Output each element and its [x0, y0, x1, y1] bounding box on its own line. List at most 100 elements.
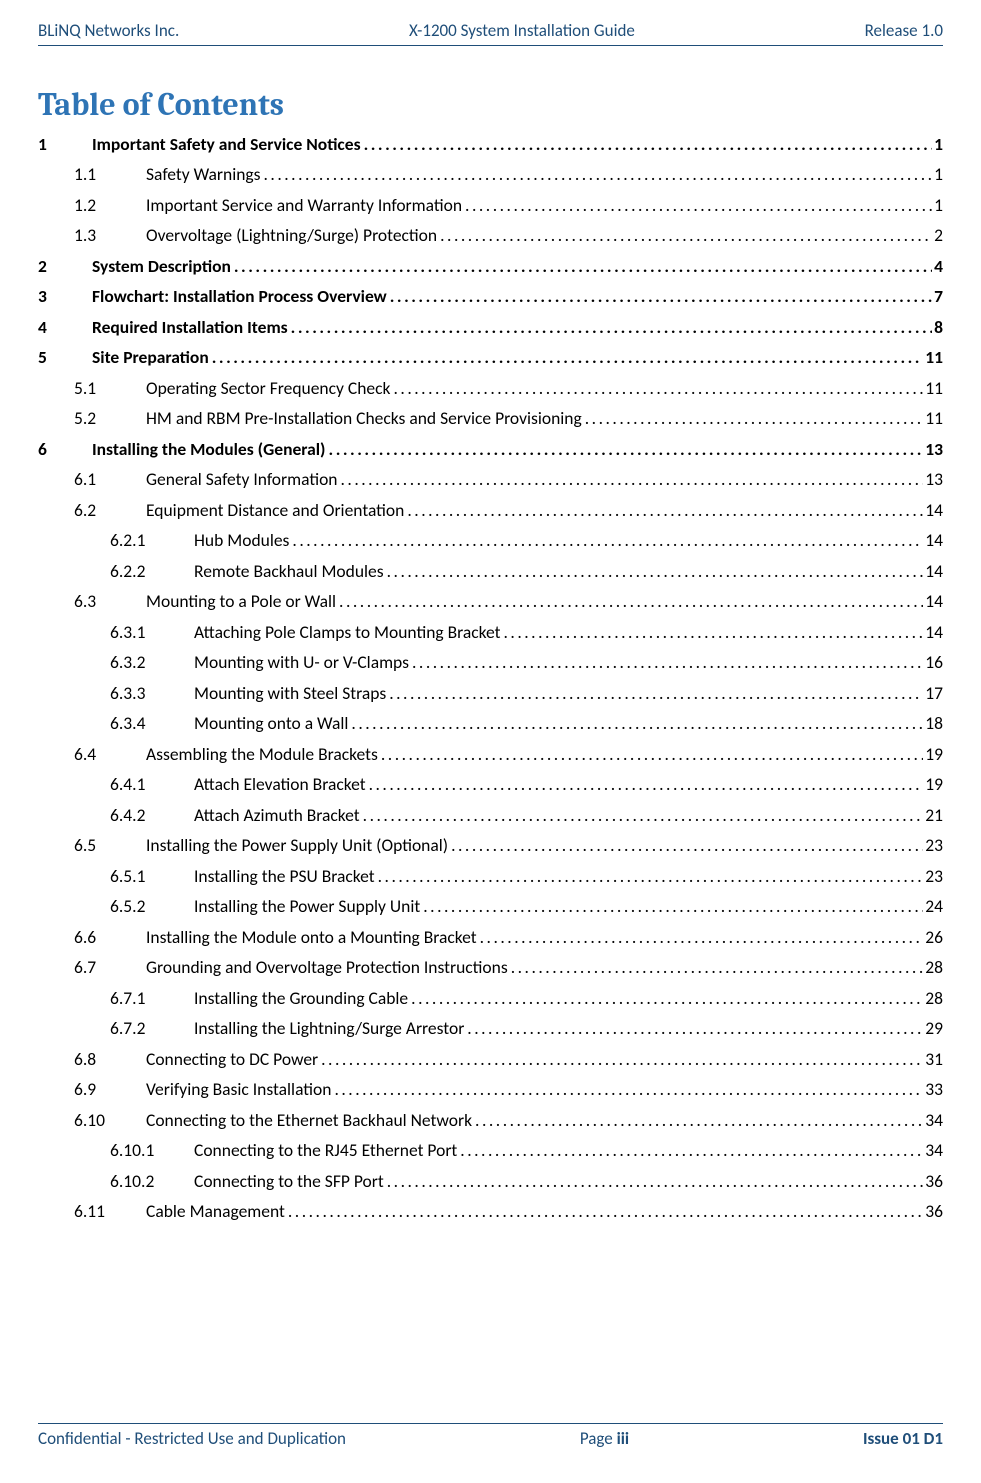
toc-entry[interactable]: 3Flowchart: Installation Process Overvie… — [38, 282, 943, 313]
toc-entry[interactable]: 1.1Safety Warnings1 — [38, 160, 943, 191]
toc-entry-number: 1.1 — [74, 166, 146, 184]
toc-leader-dots — [472, 1112, 923, 1130]
toc-entry-number: 6.10.1 — [110, 1142, 194, 1160]
toc-entry-page: 13 — [923, 471, 943, 489]
toc-entry[interactable]: 1.3Overvoltage (Lightning/Surge) Protect… — [38, 221, 943, 252]
toc-leader-dots — [326, 441, 924, 459]
page-container: BLiNQ Networks Inc. X-1200 System Instal… — [0, 0, 981, 1483]
toc-entry[interactable]: 5Site Preparation11 — [38, 343, 943, 374]
toc-entry[interactable]: 6.2.2Remote Backhaul Modules14 — [38, 556, 943, 587]
toc-entry-title: Important Service and Warranty Informati… — [146, 197, 462, 215]
toc-entry-page: 7 — [932, 288, 943, 306]
toc-entry[interactable]: 6.10Connecting to the Ethernet Backhaul … — [38, 1105, 943, 1136]
toc-entry-page: 18 — [923, 715, 943, 733]
toc-entry[interactable]: 4Required Installation Items8 — [38, 312, 943, 343]
toc-entry[interactable]: 6.2.1Hub Modules14 — [38, 526, 943, 557]
toc-entry[interactable]: 6.7.1Installing the Grounding Cable28 — [38, 983, 943, 1014]
toc-entry-page: 33 — [923, 1081, 943, 1099]
toc-entry-title: Mounting to a Pole or Wall — [146, 593, 336, 611]
footer-confidential: Confidential - Restricted Use and Duplic… — [38, 1428, 346, 1449]
toc-entry[interactable]: 6.5.1Installing the PSU Bracket23 — [38, 861, 943, 892]
toc-entry[interactable]: 6.10.1Connecting to the RJ45 Ethernet Po… — [38, 1136, 943, 1167]
toc-entry-title: Installing the Module onto a Mounting Br… — [146, 929, 477, 947]
toc-entry[interactable]: 2System Description4 — [38, 251, 943, 282]
toc-leader-dots — [231, 258, 932, 276]
page-footer: Confidential - Restricted Use and Duplic… — [38, 1423, 943, 1449]
toc-leader-dots — [384, 1173, 924, 1191]
toc-entry-title: Equipment Distance and Orientation — [146, 502, 404, 520]
toc-leader-dots — [378, 746, 923, 764]
toc-entry-title: Attach Azimuth Bracket — [194, 807, 360, 825]
toc-entry-page: 1 — [932, 197, 943, 215]
toc-entry[interactable]: 6.4.1Attach Elevation Bracket19 — [38, 770, 943, 801]
toc-entry[interactable]: 6Installing the Modules (General)13 — [38, 434, 943, 465]
toc-entry-title: Installing the PSU Bracket — [194, 868, 375, 886]
toc-entry-title: Connecting to the SFP Port — [194, 1173, 384, 1191]
toc-entry-number: 3 — [38, 288, 92, 306]
toc-entry-number: 6.11 — [74, 1203, 146, 1221]
toc-entry[interactable]: 1Important Safety and Service Notices1 — [38, 129, 943, 160]
toc-entry[interactable]: 5.1Operating Sector Frequency Check11 — [38, 373, 943, 404]
toc-leader-dots — [261, 166, 933, 184]
toc-entry[interactable]: 6.5Installing the Power Supply Unit (Opt… — [38, 831, 943, 862]
toc-leader-dots — [209, 349, 924, 367]
toc-entry[interactable]: 6.5.2Installing the Power Supply Unit24 — [38, 892, 943, 923]
toc-entry[interactable]: 6.3.4Mounting onto a Wall18 — [38, 709, 943, 740]
toc-entry-title: General Safety Information — [146, 471, 338, 489]
toc-entry-number: 1.3 — [74, 227, 146, 245]
toc-entry[interactable]: 6.7.2Installing the Lightning/Surge Arre… — [38, 1014, 943, 1045]
toc-entry[interactable]: 6.9Verifying Basic Installation33 — [38, 1075, 943, 1106]
toc-entry[interactable]: 6.10.2Connecting to the SFP Port36 — [38, 1166, 943, 1197]
toc-entry-number: 6 — [38, 441, 92, 459]
toc-entry-number: 2 — [38, 258, 92, 276]
toc-entry-title: Operating Sector Frequency Check — [146, 380, 391, 398]
toc-entry-number: 6.2.2 — [110, 563, 194, 581]
toc-entry[interactable]: 6.1General Safety Information13 — [38, 465, 943, 496]
toc-entry[interactable]: 6.6Installing the Module onto a Mounting… — [38, 922, 943, 953]
header-release: Release 1.0 — [865, 20, 943, 41]
toc-entry-title: Connecting to the RJ45 Ethernet Port — [194, 1142, 457, 1160]
toc-entry-title: Overvoltage (Lightning/Surge) Protection — [146, 227, 437, 245]
toc-entry-number: 6.4.2 — [110, 807, 194, 825]
toc-leader-dots — [336, 593, 923, 611]
toc-entry-page: 34 — [923, 1112, 943, 1130]
toc-entry-page: 11 — [923, 410, 943, 428]
toc-entry[interactable]: 6.4Assembling the Module Brackets19 — [38, 739, 943, 770]
toc-entry-page: 1 — [932, 136, 943, 154]
toc-entry[interactable]: 6.11Cable Management36 — [38, 1197, 943, 1228]
toc-entry-title: Cable Management — [146, 1203, 285, 1221]
toc-entry-title: Grounding and Overvoltage Protection Ins… — [146, 959, 508, 977]
footer-page-prefix: Page — [580, 1428, 617, 1449]
toc-entry[interactable]: 5.2HM and RBM Pre-Installation Checks an… — [38, 404, 943, 435]
toc-entry-title: Site Preparation — [92, 349, 209, 367]
toc-entry[interactable]: 1.2Important Service and Warranty Inform… — [38, 190, 943, 221]
toc-entry-number: 6.3.4 — [110, 715, 194, 733]
toc-entry[interactable]: 6.3.3Mounting with Steel Straps17 — [38, 678, 943, 709]
toc-entry-page: 2 — [932, 227, 943, 245]
toc-entry[interactable]: 6.3.1Attaching Pole Clamps to Mounting B… — [38, 617, 943, 648]
toc-entry-page: 26 — [923, 929, 943, 947]
toc-entry[interactable]: 6.7Grounding and Overvoltage Protection … — [38, 953, 943, 984]
toc-entry-title: Required Installation Items — [92, 319, 288, 337]
toc-entry-title: Mounting with U- or V-Clamps — [194, 654, 409, 672]
toc-entry[interactable]: 6.8Connecting to DC Power31 — [38, 1044, 943, 1075]
toc-heading: Table of Contents — [38, 86, 943, 123]
toc-entry-title: Important Safety and Service Notices — [92, 136, 361, 154]
toc-leader-dots — [348, 715, 923, 733]
toc-entry-number: 6.3.2 — [110, 654, 194, 672]
table-of-contents: 1Important Safety and Service Notices11.… — [38, 129, 943, 1227]
toc-entry[interactable]: 6.4.2Attach Azimuth Bracket21 — [38, 800, 943, 831]
toc-entry-title: Connecting to DC Power — [146, 1051, 318, 1069]
toc-entry[interactable]: 6.2Equipment Distance and Orientation14 — [38, 495, 943, 526]
toc-leader-dots — [361, 136, 933, 154]
toc-entry[interactable]: 6.3.2Mounting with U- or V-Clamps16 — [38, 648, 943, 679]
toc-leader-dots — [289, 532, 923, 550]
header-company: BLiNQ Networks Inc. — [38, 20, 179, 41]
toc-entry-page: 4 — [932, 258, 943, 276]
toc-entry-number: 6.3.1 — [110, 624, 194, 642]
toc-entry[interactable]: 6.3Mounting to a Pole or Wall14 — [38, 587, 943, 618]
toc-entry-number: 6.6 — [74, 929, 146, 947]
toc-entry-number: 6.4.1 — [110, 776, 194, 794]
toc-entry-number: 5 — [38, 349, 92, 367]
toc-leader-dots — [386, 685, 923, 703]
